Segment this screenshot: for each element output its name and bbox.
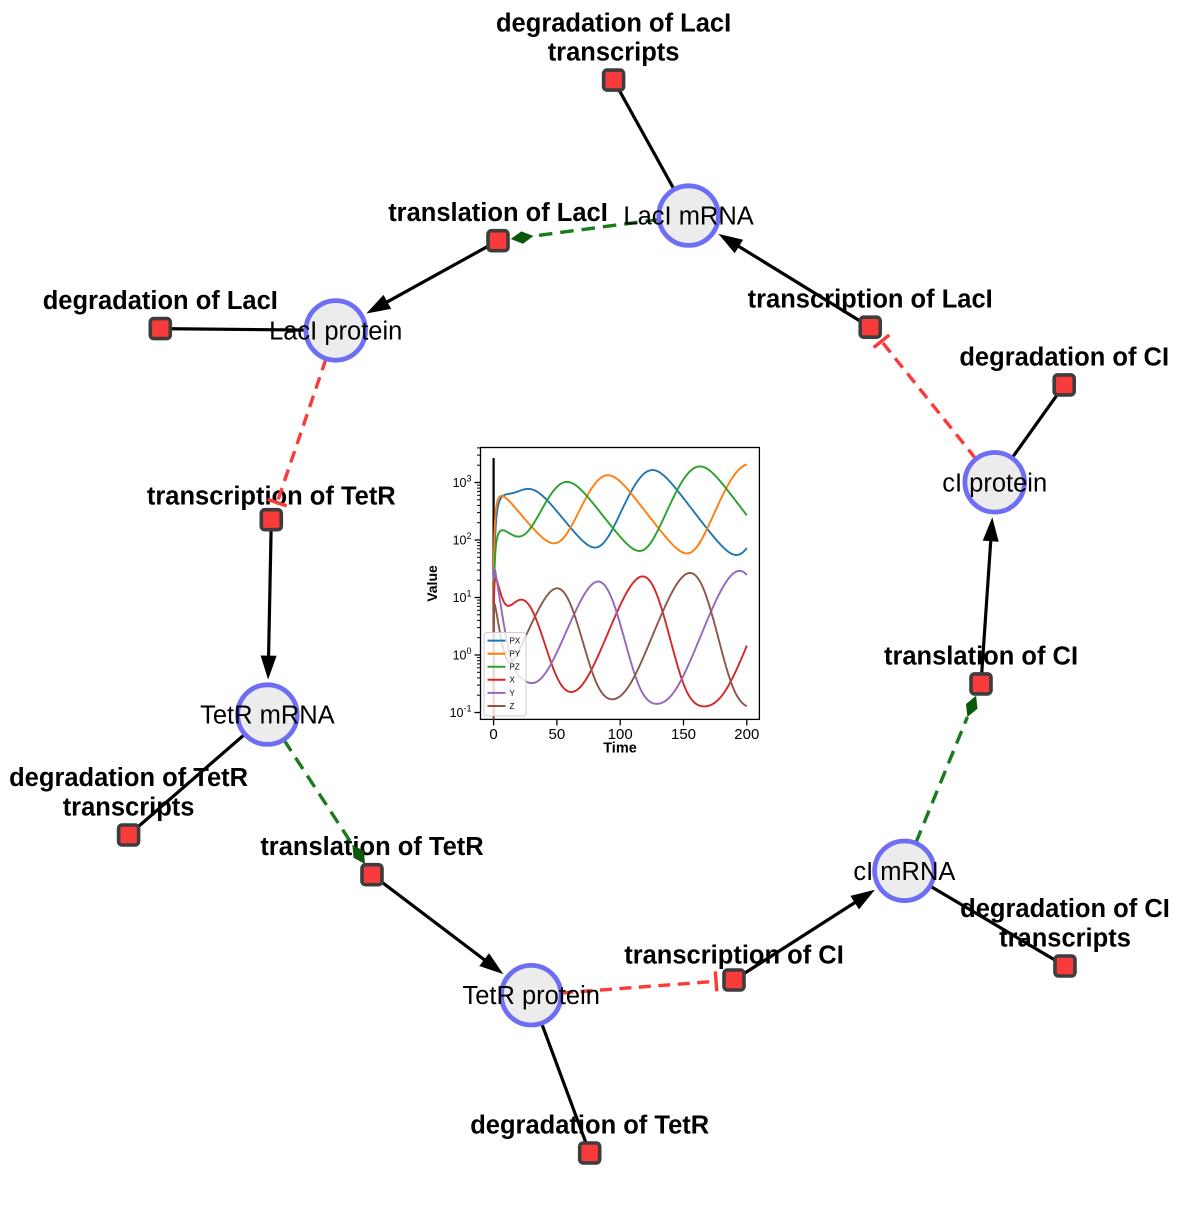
svg-text:PX: PX (510, 637, 521, 646)
svg-text:translation of LacI: translation of LacI (388, 199, 608, 227)
svg-text:PZ: PZ (510, 663, 520, 672)
svg-text:degradation of TetR: degradation of TetR (9, 764, 248, 792)
svg-text:degradation of LacI: degradation of LacI (43, 287, 278, 315)
svg-text:cI protein: cI protein (942, 469, 1047, 497)
svg-text:200: 200 (734, 726, 759, 743)
svg-text:50: 50 (549, 726, 566, 743)
svg-text:degradation of TetR: degradation of TetR (470, 1112, 709, 1140)
svg-text:transcripts: transcripts (548, 39, 680, 67)
svg-text:cI mRNA: cI mRNA (853, 858, 955, 886)
svg-text:LacI protein: LacI protein (269, 317, 402, 345)
svg-text:PY: PY (510, 650, 521, 659)
svg-text:degradation of CI: degradation of CI (960, 895, 1170, 923)
svg-text:Value: Value (424, 565, 440, 602)
svg-text:translation of TetR: translation of TetR (260, 833, 483, 861)
svg-text:transcription of LacI: transcription of LacI (748, 286, 993, 314)
svg-text:0: 0 (489, 726, 497, 743)
svg-text:Time: Time (603, 740, 637, 756)
svg-text:X: X (510, 676, 516, 685)
svg-text:Y: Y (510, 689, 516, 698)
svg-text:transcripts: transcripts (63, 794, 195, 822)
svg-text:150: 150 (671, 726, 696, 743)
svg-text:degradation of LacI: degradation of LacI (496, 9, 731, 37)
svg-text:100: 100 (608, 726, 633, 743)
svg-text:degradation of CI: degradation of CI (959, 343, 1169, 371)
svg-text:transcription of TetR: transcription of TetR (147, 483, 396, 511)
svg-text:TetR mRNA: TetR mRNA (200, 702, 335, 730)
svg-text:Z: Z (510, 702, 515, 711)
svg-text:transcription of CI: transcription of CI (624, 942, 844, 970)
svg-text:TetR protein: TetR protein (462, 982, 600, 1010)
svg-text:LacI mRNA: LacI mRNA (623, 203, 753, 231)
